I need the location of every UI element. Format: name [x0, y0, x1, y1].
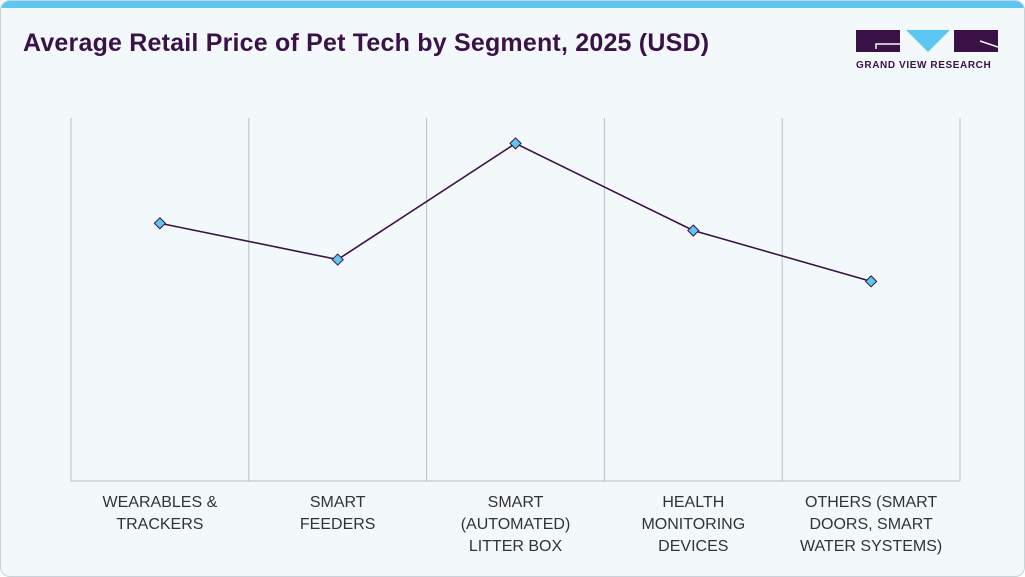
data-point — [864, 275, 878, 288]
x-tick-label: OTHERS (SMART DOORS, SMART WATER SYSTEMS) — [786, 492, 956, 558]
x-tick-label-line: OTHERS (SMART — [805, 494, 938, 511]
x-tick-label: WEARABLES & TRACKERS — [75, 492, 245, 536]
x-tick-label-line: (AUTOMATED) — [460, 516, 571, 533]
logo-text: GRAND VIEW RESEARCH — [856, 60, 992, 71]
x-tick-label-line: DOORS, SMART — [809, 516, 933, 533]
data-point — [687, 224, 700, 237]
x-tick-label: SMART FEEDERS — [253, 492, 423, 536]
x-tick-label-line: WATER SYSTEMS) — [799, 538, 943, 555]
x-tick-label-line: SMART — [487, 494, 544, 511]
x-tick-label-line: MONITORING — [641, 516, 746, 533]
series-line — [159, 142, 872, 283]
top-accent-bar — [1, 1, 1024, 8]
x-tick-label-line: FEEDERS — [299, 516, 376, 533]
x-tick-label-line: HEALTH — [662, 494, 725, 511]
x-tick-label-line: LITTER BOX — [468, 538, 563, 555]
x-tick-label-line: DEVICES — [658, 538, 729, 555]
data-point — [331, 253, 344, 266]
x-tick-label-line: SMART — [309, 494, 366, 511]
chart-title: Average Retail Price of Pet Tech by Segm… — [23, 29, 710, 57]
data-point — [153, 217, 167, 230]
x-tick-label-line: WEARABLES & — [102, 494, 218, 511]
x-tick-label-line: TRACKERS — [116, 516, 204, 533]
data-point — [509, 137, 522, 150]
grand-view-research-logo — [856, 30, 998, 52]
x-tick-label: HEALTH MONITORING DEVICES — [608, 492, 778, 558]
x-tick-label: SMART (AUTOMATED) LITTER BOX — [431, 492, 601, 558]
